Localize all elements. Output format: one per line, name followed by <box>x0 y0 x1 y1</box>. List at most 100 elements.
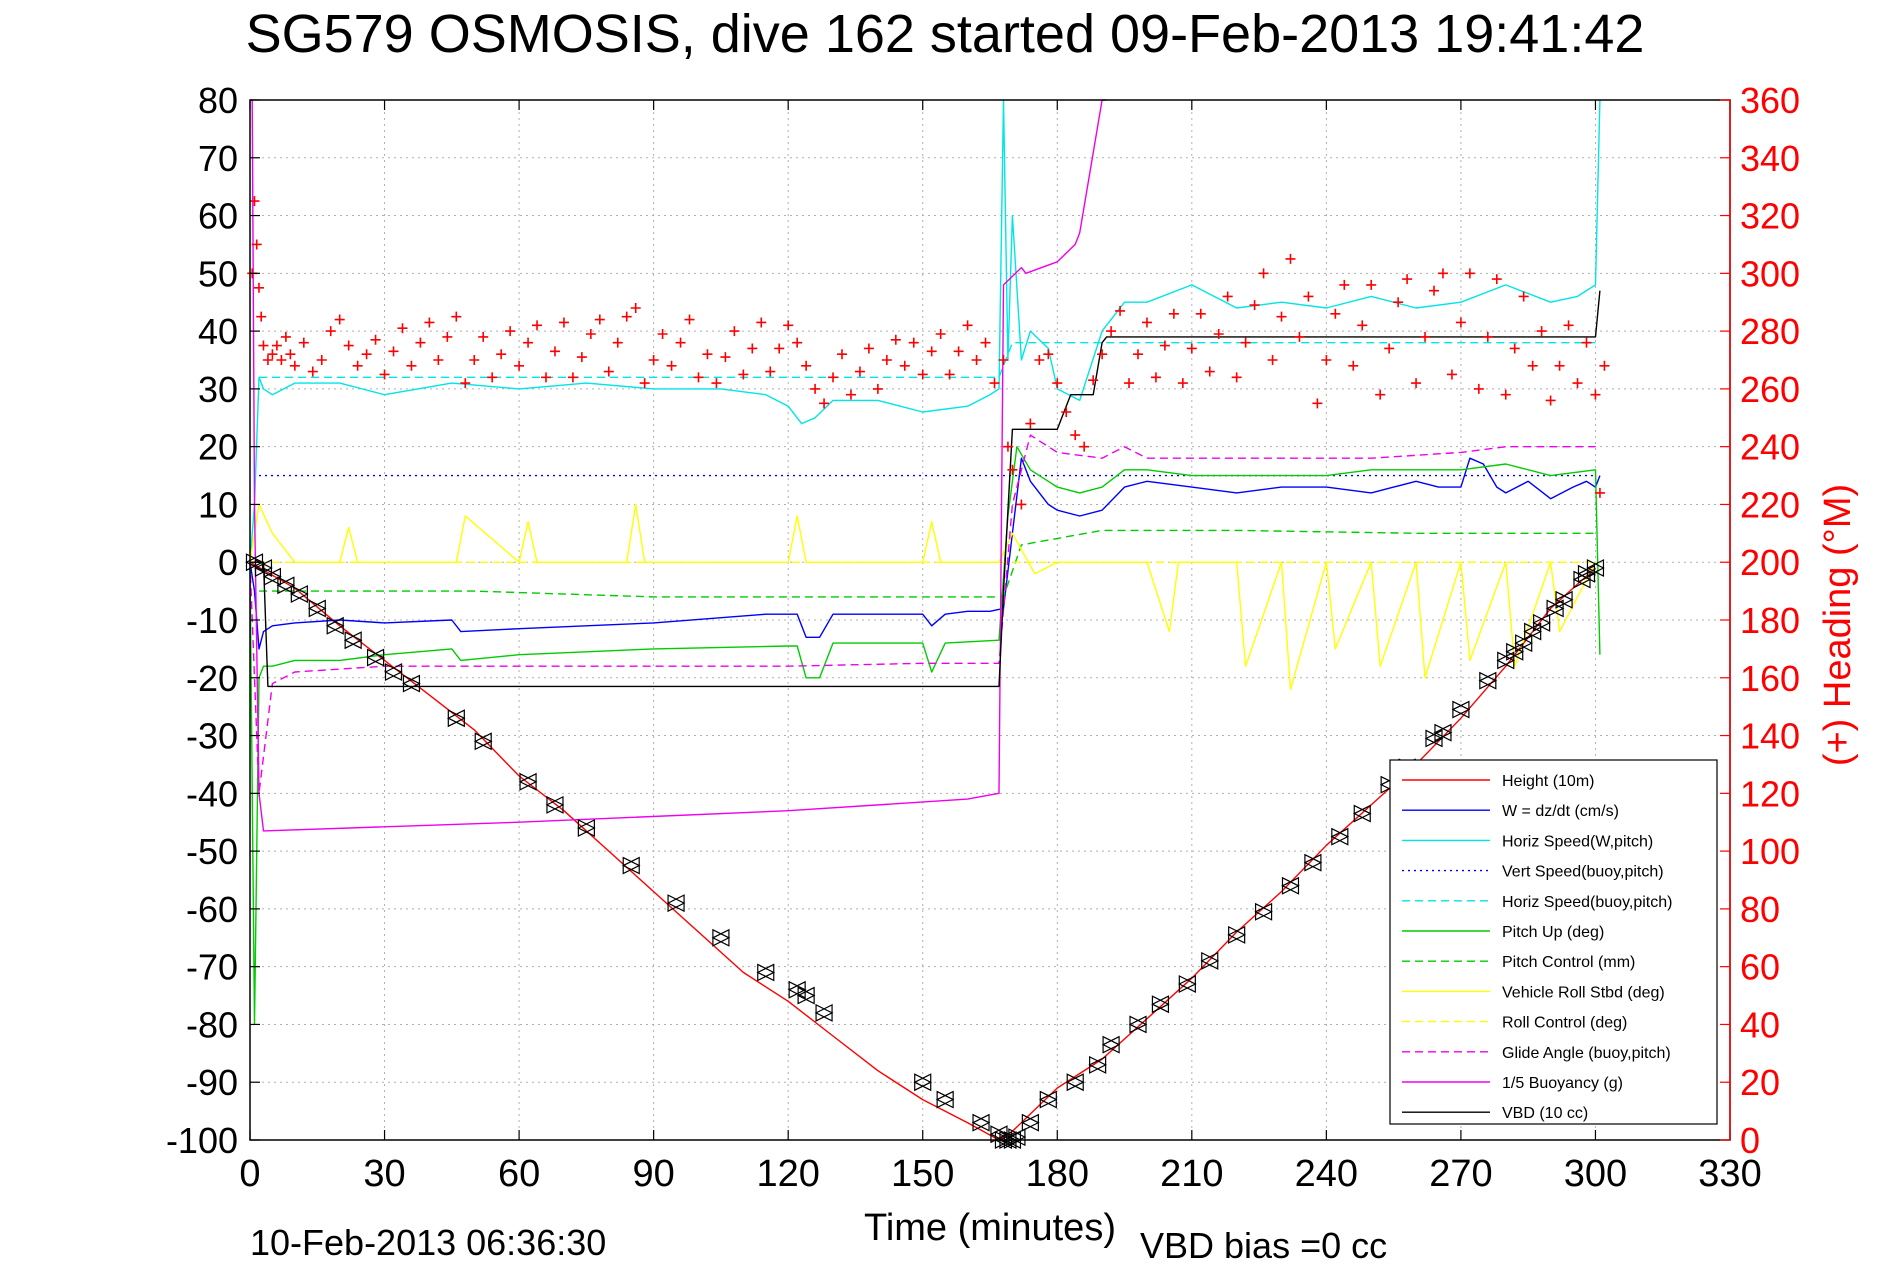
y2-tick-label: 300 <box>1740 253 1800 294</box>
heading-point <box>971 355 982 365</box>
heading-point <box>1500 389 1511 400</box>
heading-point <box>899 360 910 371</box>
track-marker <box>446 709 465 728</box>
track-marker <box>1554 590 1573 609</box>
heading-point <box>612 337 623 348</box>
heading-point <box>1590 389 1601 400</box>
heading-point <box>1168 308 1179 319</box>
track-marker <box>1007 1128 1026 1147</box>
x-tick-label: 330 <box>1698 1153 1761 1195</box>
heading-point <box>1581 337 1592 348</box>
heading-point <box>1554 360 1565 371</box>
heading-point <box>1267 355 1278 365</box>
heading-point <box>881 355 892 365</box>
heading-point <box>451 311 462 322</box>
legend-label-11: 1/5 Buoyancy (g) <box>1502 1075 1623 1092</box>
heading-point <box>1464 268 1475 279</box>
heading-point <box>1043 349 1054 360</box>
heading-point <box>1034 355 1045 365</box>
heading-point <box>433 355 444 365</box>
legend: Height (10m) W = dz/dt (cm/s) Horiz Speed(… <box>1389 759 1718 1125</box>
heading-point <box>684 314 695 325</box>
heading-point <box>343 340 354 351</box>
y2-tick-label: 100 <box>1740 831 1800 872</box>
heading-point <box>1437 268 1448 279</box>
track-marker <box>1088 1055 1107 1074</box>
legend-label-10: Glide Angle (buoy,pitch) <box>1502 1045 1671 1062</box>
track-marker <box>756 963 775 982</box>
y2-tick-label: 40 <box>1740 1004 1780 1045</box>
track-marker <box>1532 613 1551 632</box>
y-tick-label: 60 <box>198 196 238 237</box>
track-marker <box>814 1003 833 1022</box>
heading-point <box>854 366 865 377</box>
heading-point <box>325 326 336 337</box>
heading-point <box>253 282 264 293</box>
heading-point <box>648 355 659 365</box>
track-marker <box>1254 902 1273 921</box>
heading-point <box>352 360 363 371</box>
y-tick-label: -60 <box>186 889 238 930</box>
heading-point <box>280 331 291 342</box>
y2-tick-label: 140 <box>1740 716 1800 757</box>
track-marker <box>796 986 815 1005</box>
heading-point <box>523 337 534 348</box>
heading-point <box>1204 366 1215 377</box>
y-tick-label: -20 <box>186 658 238 699</box>
heading-point <box>1348 360 1359 371</box>
heading-point <box>1536 326 1547 337</box>
heading-point <box>1518 291 1529 302</box>
legend-label-4: Vert Speed(buoy,pitch) <box>1502 864 1664 881</box>
track-marker <box>577 819 595 837</box>
track-marker <box>1514 634 1533 653</box>
plot-series <box>249 99 1601 1141</box>
heading-point <box>496 349 507 360</box>
heading-point <box>258 340 269 351</box>
heading-point <box>917 369 928 380</box>
legend-label-1: Height (10m) <box>1502 773 1594 790</box>
track-marker <box>971 1113 990 1132</box>
heading-point <box>1213 329 1224 339</box>
heading-point <box>1195 308 1206 319</box>
heading-point <box>1276 311 1287 322</box>
heading-point <box>594 314 605 325</box>
track-marker <box>518 772 537 791</box>
heading-point <box>298 337 309 348</box>
track-marker <box>1151 995 1170 1014</box>
heading-point <box>549 346 560 357</box>
chart-title: SG579 OSMOSIS, dive 162 started 09-Feb-2… <box>246 4 1645 64</box>
y-tick-label: 10 <box>198 484 238 525</box>
heading-point <box>1070 430 1081 441</box>
heading-point <box>1482 331 1493 342</box>
y2-tick-label: 240 <box>1740 427 1800 468</box>
y2-tick-label: 340 <box>1740 138 1800 179</box>
heading-point <box>1527 360 1538 371</box>
heading-point <box>845 389 856 400</box>
y2-tick-label: 80 <box>1740 889 1780 930</box>
heading-point <box>1088 375 1099 386</box>
heading-point <box>361 349 372 360</box>
legend-label-3: Horiz Speed(W,pitch) <box>1502 833 1653 850</box>
series-line-8 <box>249 503 1597 690</box>
y-tick-label: -40 <box>186 773 238 814</box>
track-marker <box>1478 671 1497 690</box>
heading-point <box>415 337 426 348</box>
track-marker <box>1303 853 1322 872</box>
y2-tick-label: 320 <box>1740 196 1800 237</box>
series-line-3 <box>249 99 1601 563</box>
x-tick-label: 300 <box>1564 1153 1627 1195</box>
heading-point <box>1366 279 1377 290</box>
heading-point <box>810 383 821 394</box>
y-tick-label: -10 <box>186 600 238 641</box>
track-marker <box>245 553 264 572</box>
heading-point <box>541 372 551 383</box>
heading-point <box>558 317 569 328</box>
heading-point <box>1411 378 1422 389</box>
heading-point <box>424 317 435 328</box>
heading-point <box>702 349 713 360</box>
y2-tick-label: 360 <box>1740 80 1800 121</box>
track-marker <box>402 674 421 693</box>
track-marker <box>1496 651 1515 670</box>
heading-point <box>388 346 399 357</box>
legend-box <box>1389 759 1718 1125</box>
